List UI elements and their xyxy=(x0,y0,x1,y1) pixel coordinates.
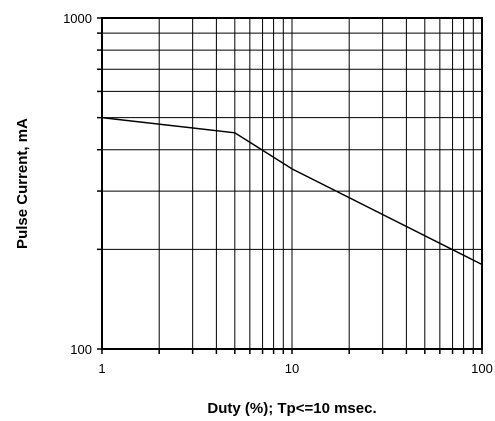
series-line xyxy=(101,116,483,266)
grid xyxy=(102,18,482,349)
x-tick-label: 100 xyxy=(471,361,493,376)
tick-marks xyxy=(97,17,483,354)
y-tick-label: 1000 xyxy=(63,11,92,26)
series-layer xyxy=(101,116,483,266)
x-tick-label: 10 xyxy=(285,361,299,376)
x-tick-labels: 1 10 100 xyxy=(98,361,492,376)
x-axis-label: Duty (%); Tp<=10 msec. xyxy=(207,400,376,417)
y-tick-label: 100 xyxy=(70,342,92,357)
x-tick-label: 1 xyxy=(98,361,105,376)
y-tick-labels: 100 1000 xyxy=(63,11,92,357)
y-axis-label: Pulse Current, mA xyxy=(14,118,31,249)
